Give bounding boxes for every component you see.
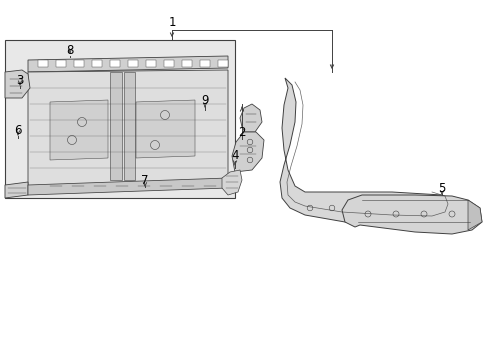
Text: 9: 9 <box>201 94 208 107</box>
Text: 2: 2 <box>238 126 245 139</box>
Text: 4: 4 <box>231 149 238 162</box>
Polygon shape <box>163 60 174 67</box>
Text: 5: 5 <box>437 181 445 194</box>
Polygon shape <box>28 56 227 72</box>
Polygon shape <box>92 60 102 67</box>
Polygon shape <box>341 195 481 234</box>
Polygon shape <box>110 72 122 180</box>
Polygon shape <box>50 100 108 160</box>
Polygon shape <box>240 104 262 132</box>
Polygon shape <box>124 72 135 180</box>
Polygon shape <box>56 60 66 67</box>
Text: 7: 7 <box>141 174 148 186</box>
Polygon shape <box>280 78 457 228</box>
Polygon shape <box>5 70 30 98</box>
Polygon shape <box>110 60 120 67</box>
Polygon shape <box>5 182 28 198</box>
Polygon shape <box>231 132 264 172</box>
Polygon shape <box>222 170 242 195</box>
Polygon shape <box>28 70 227 190</box>
Text: 3: 3 <box>16 73 23 86</box>
Polygon shape <box>182 60 192 67</box>
Polygon shape <box>74 60 84 67</box>
Polygon shape <box>28 178 227 195</box>
Polygon shape <box>38 60 48 67</box>
Polygon shape <box>136 100 195 158</box>
Polygon shape <box>5 40 235 198</box>
Polygon shape <box>218 60 227 67</box>
Text: 8: 8 <box>66 44 74 57</box>
Polygon shape <box>200 60 209 67</box>
Polygon shape <box>146 60 156 67</box>
Polygon shape <box>467 200 481 230</box>
Text: 1: 1 <box>168 15 175 28</box>
Text: 6: 6 <box>14 123 21 136</box>
Polygon shape <box>128 60 138 67</box>
